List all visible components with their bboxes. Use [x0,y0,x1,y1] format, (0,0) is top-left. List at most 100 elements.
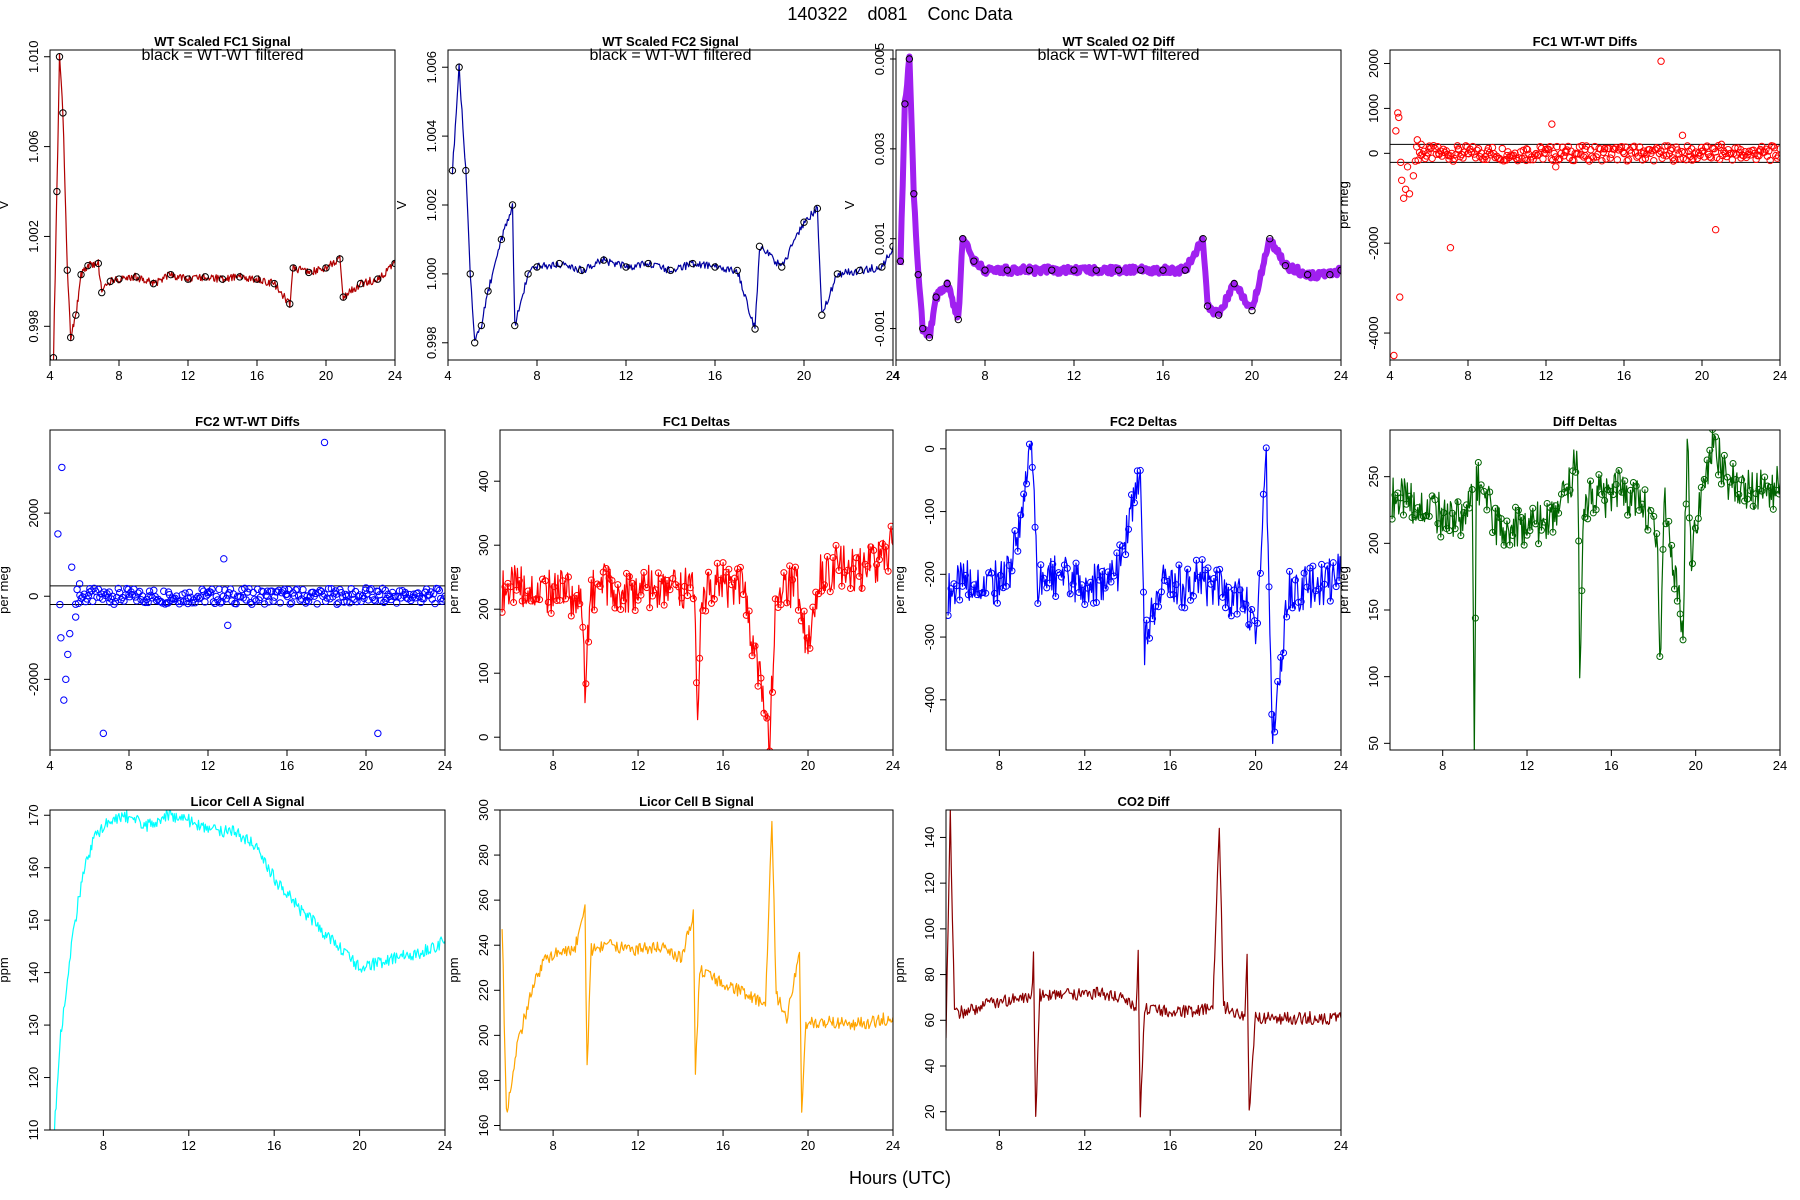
data-point [1572,468,1580,476]
y-tick-label: -200 [922,561,937,587]
data-point [967,588,975,596]
plot-area [50,53,395,360]
data-point [1774,152,1780,160]
filtered-point [289,264,297,272]
filtered-point [901,100,909,108]
data-point [1738,476,1746,484]
data-point [696,654,704,662]
data-point [1127,491,1135,499]
data-point [760,709,768,717]
plot-frame [49,49,396,361]
data-point [1549,528,1557,536]
y-axis-label: per meg [0,566,11,614]
data-point [745,607,753,615]
data-point [1081,600,1089,608]
data-point [875,556,883,564]
filtered-point [813,204,822,213]
filtered-point [1281,261,1290,270]
data-point [1707,154,1715,162]
data-point [1078,581,1086,589]
x-tick-label: 12 [1078,1138,1092,1153]
data-point [1546,143,1554,151]
data-point [1711,433,1719,441]
data-point [1670,585,1678,593]
data-point [1714,471,1722,479]
filtered-point [855,266,864,275]
y-tick-label: 0 [26,593,41,600]
data-point [340,598,348,606]
data-point [1605,144,1613,152]
data-point [766,747,774,750]
filtered-point [689,259,697,268]
data-point [438,597,445,605]
data-point [1665,150,1673,158]
data-point [1297,598,1305,606]
data-point [1578,587,1586,595]
data-point [1104,568,1112,576]
data-point [1087,578,1095,586]
data-point [1595,471,1603,479]
y-tick-label: 400 [476,470,491,492]
data-point [212,592,221,601]
data-point [1694,514,1702,522]
filtered-point [800,218,808,226]
data-point [1537,526,1545,534]
data-point [262,591,270,599]
data-point [1511,149,1519,157]
data-point [1011,527,1019,535]
data-point [353,597,361,606]
data-point [1095,576,1103,584]
filtered-point [954,315,962,324]
data-point [1552,502,1560,510]
data-point [1326,597,1334,605]
data-point [408,593,417,602]
data-point [1623,157,1631,165]
data-point [229,590,238,598]
x-tick-label: 16 [716,758,730,773]
x-tick-label: 12 [181,368,195,383]
data-point [961,571,969,579]
filtered-point [462,166,470,175]
data-point [1405,492,1413,500]
filtered-point [818,311,826,319]
series-line [1391,430,1780,750]
plot-area [500,522,893,750]
y-axis-label: per meg [446,566,461,614]
series-line [52,53,395,360]
data-point [699,606,707,614]
filtered-point [63,266,71,274]
data-point [1037,561,1045,569]
data-point [1627,486,1635,494]
filtered-point [477,321,486,330]
filtered-point [1214,311,1223,319]
data-point [634,596,642,604]
data-point [1761,473,1769,481]
data-point [1107,578,1115,586]
filtered-point [959,234,967,243]
filtered-point [970,257,978,265]
filtered-point [1070,266,1078,274]
filtered-point [94,259,103,268]
data-point [280,585,289,594]
filtered-point [67,333,75,342]
data-point [1155,603,1163,611]
data-point [364,596,372,604]
series-line [501,820,893,1113]
data-point [334,599,343,607]
data-point [1397,494,1405,502]
data-point [1636,143,1644,151]
data-point [1624,156,1633,164]
data-point [579,623,587,631]
data-point [215,585,223,594]
data-point [686,584,694,592]
data-point [1092,599,1100,607]
plot-frame [49,429,446,751]
plot-area [946,440,1341,745]
data-point [1517,514,1525,522]
data-point [1514,506,1522,514]
data-point [1656,652,1664,660]
y-tick-label: 0.001 [872,222,887,255]
data-point [1256,569,1264,577]
plot-frame [49,809,446,1131]
data-point [133,597,141,605]
